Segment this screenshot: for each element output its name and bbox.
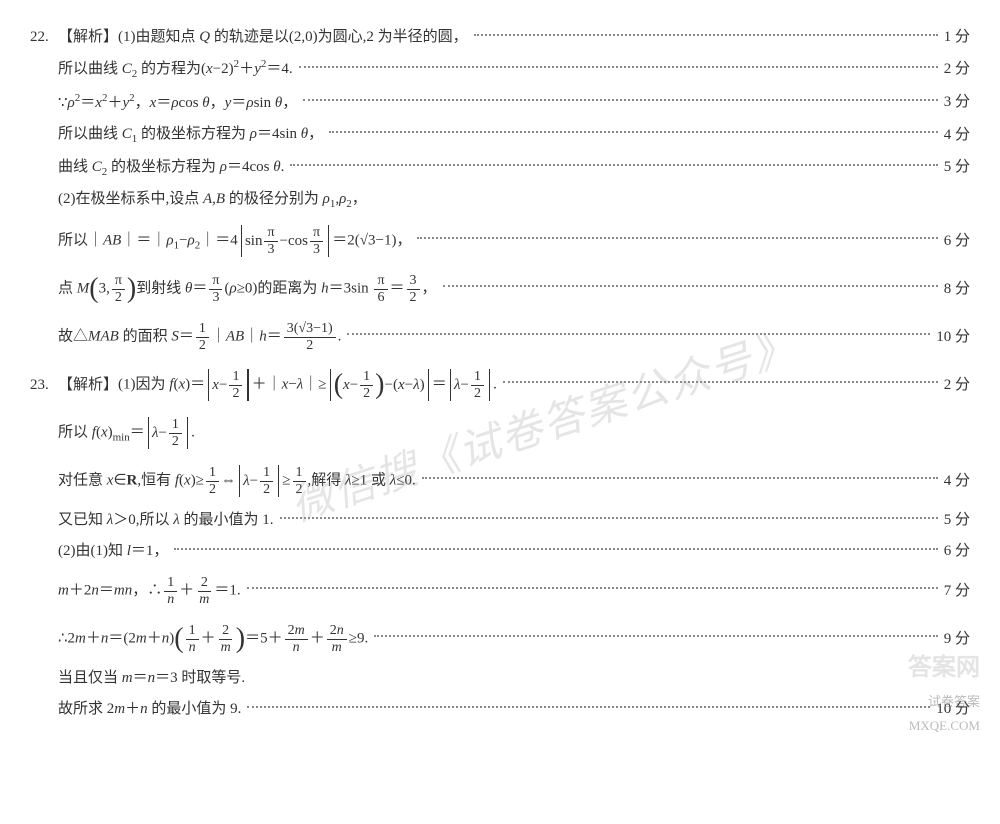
q23-l4-content: 又已知 λ＞0,所以 λ 的最小值为 1. [58, 507, 274, 534]
score: 10 分 [936, 696, 970, 723]
q23-line-6: m＋2n＝mn，∴1n＋2m＝1. 7 分 [30, 569, 970, 613]
q22-l3-content: ∵ρ2＝x2＋y2，x＝ρcos θ，y＝ρsin θ， [58, 89, 297, 117]
q22-l2-content: 所以曲线 C2 的方程为(x−2)2＋y2＝4. [58, 55, 293, 85]
q23-line-7: ∴2m＋n＝(2m＋n)(1n＋2m)＝5＋2mn＋2nm≥9. 9 分 [30, 617, 970, 661]
leader-dots [443, 285, 938, 287]
q23-l2-content: 所以 f(x)min＝ λ−12 . [58, 417, 195, 449]
q23-line-5: (2)由(1)知 l＝1， 6 分 [30, 538, 970, 565]
score: 6 分 [944, 228, 970, 255]
q23-line-8: 当且仅当 m＝n＝3 时取等号. [30, 665, 970, 692]
q23-line-3: 对任意 x∈R,恒有 f(x)≥12⇔ λ−12 ≥12,解得 λ≥1 或 λ≤… [30, 459, 970, 503]
q22-line-8: 点 M(3,π2)到射线 θ＝π3(ρ≥0)的距离为 h＝3sin π6＝32，… [30, 267, 970, 311]
score: 2 分 [944, 56, 970, 83]
q22-line-7: 所以｜AB｜＝｜ρ1−ρ2｜＝4 sin π3−cos π3 ＝2(√3−1)，… [30, 219, 970, 263]
q22-number: 22. [30, 24, 58, 51]
score: 10 分 [936, 324, 970, 351]
q22-line-9: 故△MAB 的面积 S＝12｜AB｜h＝3(√3−1)2. 10 分 [30, 315, 970, 359]
score: 3 分 [944, 89, 970, 116]
q23-l5-content: (2)由(1)知 l＝1， [58, 538, 168, 565]
leader-dots [474, 34, 938, 36]
q23-l6-content: m＋2n＝mn，∴1n＋2m＝1. [58, 575, 241, 607]
leader-dots [247, 706, 930, 708]
leader-dots [303, 99, 938, 101]
q22-l4-content: 所以曲线 C1 的极坐标方程为 ρ＝4sin θ， [58, 121, 323, 150]
score: 5 分 [944, 154, 970, 181]
leader-dots [280, 517, 938, 519]
score: 1 分 [944, 24, 970, 51]
leader-dots [347, 333, 930, 335]
q23-l8-content: 当且仅当 m＝n＝3 时取等号. [58, 665, 245, 692]
q22-line-6: (2)在极坐标系中,设点 A,B 的极径分别为 ρ1,ρ2， [30, 186, 970, 215]
q22-l6-content: (2)在极坐标系中,设点 A,B 的极径分别为 ρ1,ρ2， [58, 186, 367, 215]
q22-l1-content: (1)由题知点 Q 的轨迹是以(2,0)为圆心,2 为半径的圆， [118, 24, 468, 51]
score: 5 分 [944, 507, 970, 534]
score: 4 分 [944, 122, 970, 149]
q22-l9-content: 故△MAB 的面积 S＝12｜AB｜h＝3(√3−1)2. [58, 321, 341, 353]
q22-line-1: 22. 【解析】 (1)由题知点 Q 的轨迹是以(2,0)为圆心,2 为半径的圆… [30, 24, 970, 51]
question-22: 22. 【解析】 (1)由题知点 Q 的轨迹是以(2,0)为圆心,2 为半径的圆… [30, 24, 970, 359]
question-23: 23. 【解析】 (1)因为 f(x)＝ x−12 ＋｜x−λ｜≥ (x−12)… [30, 363, 970, 723]
q23-l1-content: (1)因为 f(x)＝ x−12 ＋｜x−λ｜≥ (x−12)−(x−λ) ＝ … [118, 369, 497, 401]
q23-l7-content: ∴2m＋n＝(2m＋n)(1n＋2m)＝5＋2mn＋2nm≥9. [58, 623, 368, 655]
q22-l5-content: 曲线 C2 的极坐标方程为 ρ＝4cos θ. [58, 154, 284, 183]
q22-line-2: 所以曲线 C2 的方程为(x−2)2＋y2＝4. 2 分 [30, 55, 970, 85]
score: 7 分 [944, 578, 970, 605]
q23-line-9: 故所求 2m＋n 的最小值为 9. 10 分 [30, 696, 970, 723]
q23-line-4: 又已知 λ＞0,所以 λ 的最小值为 1. 5 分 [30, 507, 970, 534]
score: 8 分 [944, 276, 970, 303]
q22-line-4: 所以曲线 C1 的极坐标方程为 ρ＝4sin θ， 4 分 [30, 121, 970, 150]
q22-l8-content: 点 M(3,π2)到射线 θ＝π3(ρ≥0)的距离为 h＝3sin π6＝32， [58, 273, 437, 305]
leader-dots [417, 237, 937, 239]
leader-dots [329, 131, 938, 133]
q23-number: 23. [30, 372, 58, 399]
q22-line-5: 曲线 C2 的极坐标方程为 ρ＝4cos θ. 5 分 [30, 154, 970, 183]
q23-tag: 【解析】 [58, 372, 118, 399]
leader-dots [174, 548, 937, 550]
leader-dots [374, 635, 938, 637]
q23-l9-content: 故所求 2m＋n 的最小值为 9. [58, 696, 241, 723]
score: 4 分 [944, 468, 970, 495]
score: 2 分 [944, 372, 970, 399]
leader-dots [299, 66, 938, 68]
q23-l3-content: 对任意 x∈R,恒有 f(x)≥12⇔ λ−12 ≥12,解得 λ≥1 或 λ≤… [58, 465, 416, 497]
q22-line-3: ∵ρ2＝x2＋y2，x＝ρcos θ，y＝ρsin θ， 3 分 [30, 89, 970, 117]
score: 6 分 [944, 538, 970, 565]
leader-dots [290, 164, 937, 166]
q23-line-1: 23. 【解析】 (1)因为 f(x)＝ x−12 ＋｜x−λ｜≥ (x−12)… [30, 363, 970, 407]
q23-line-2: 所以 f(x)min＝ λ−12 . [30, 411, 970, 455]
q22-tag: 【解析】 [58, 24, 118, 51]
leader-dots [503, 381, 938, 383]
leader-dots [422, 477, 938, 479]
score: 9 分 [944, 626, 970, 653]
q22-l7-content: 所以｜AB｜＝｜ρ1−ρ2｜＝4 sin π3−cos π3 ＝2(√3−1)， [58, 225, 411, 257]
leader-dots [247, 587, 938, 589]
